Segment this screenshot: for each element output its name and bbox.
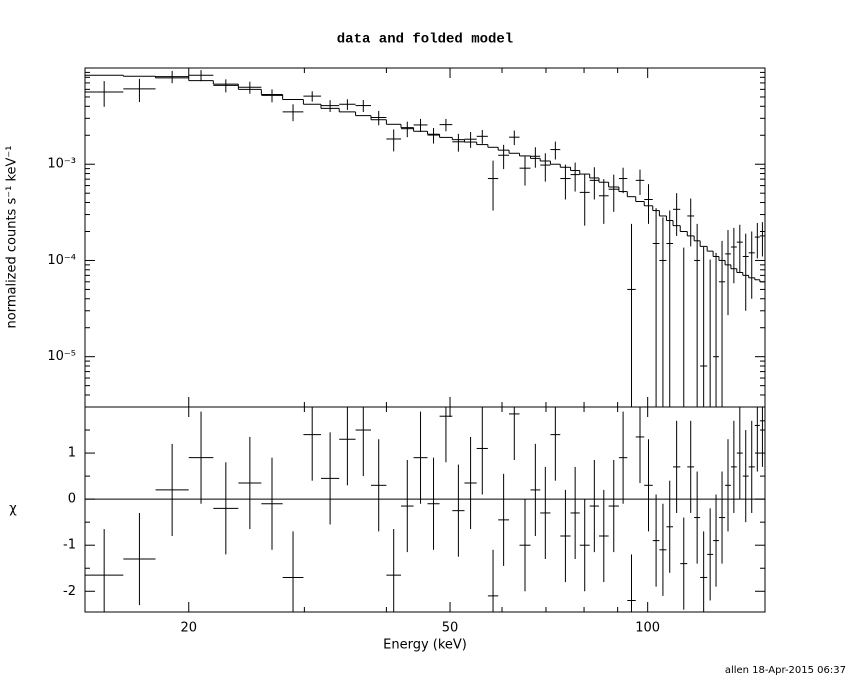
y-tick-label: -2 [63,584,76,599]
y-axis-label: χ [9,502,17,517]
footer: allen 18-Apr-2015 06:37 [725,665,846,676]
y-tick-label: 10⁻⁵ [47,349,76,364]
panel-plot [85,407,765,612]
panel-frame [84,406,766,613]
chart-title: data and folded model [337,32,513,48]
x-tick-label: 100 [635,621,660,636]
y-tick-label: 1 [68,446,76,461]
x-tick-label: 20 [180,621,197,636]
y-tick-label: 0 [68,492,76,507]
y-tick-label: 10⁻³ [47,157,76,172]
y-tick-label: 10⁻⁴ [47,253,76,268]
x-tick-label: 50 [442,621,459,636]
y-axis-label: normalized counts s⁻¹ keV⁻¹ [5,146,20,329]
x-axis-label: Energy (keV) [383,638,467,653]
panel-plot [85,70,765,407]
y-tick-label: -1 [63,538,76,553]
